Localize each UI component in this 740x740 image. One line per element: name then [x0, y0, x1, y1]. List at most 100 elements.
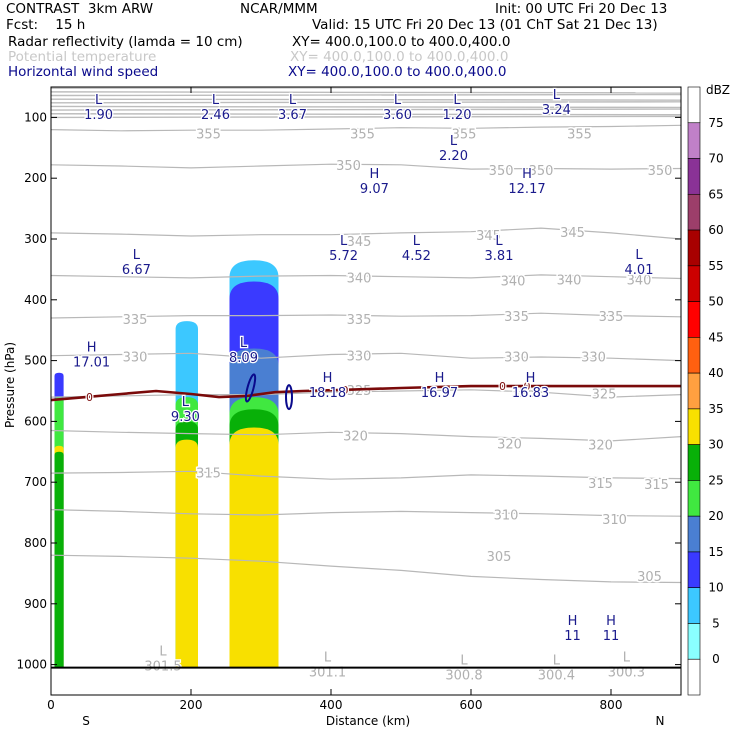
header-forecast: Fcst: 15 h	[6, 17, 86, 33]
colorbar-swatch	[687, 229, 701, 267]
y-tick-label: 300	[24, 232, 47, 246]
theta-contour-340	[50, 274, 682, 280]
theta-label: 330	[504, 351, 529, 366]
extremum-letter: H	[435, 371, 445, 386]
colorbar-title: dBZ	[706, 83, 730, 97]
y-tick-label: 1000	[16, 658, 47, 672]
extremum-value: 4.01	[625, 263, 654, 278]
extremum-value: 4.52	[402, 249, 431, 264]
extremum-value: 2.46	[201, 108, 230, 123]
theta-label: 340	[501, 275, 526, 290]
extremum-letter: L	[623, 651, 631, 666]
reflectivity-cell-1-30dbz	[175, 439, 198, 668]
colorbar-label: 40	[708, 366, 723, 380]
theta-label: 315	[588, 477, 613, 492]
theta-label: 350	[336, 159, 361, 174]
theta-band-line	[50, 101, 682, 104]
header-init: Init: 00 UTC Fri 20 Dec 13	[495, 1, 668, 17]
colorbar-label: 70	[708, 152, 723, 166]
extremum-value: 301.1	[309, 666, 346, 681]
colorbar-swatch	[687, 193, 701, 231]
extremum-value: 16.97	[421, 386, 458, 401]
colorbar-label: 35	[708, 402, 723, 416]
colorbar-label: 5	[712, 616, 720, 630]
colorbar-label: 15	[708, 545, 723, 559]
extremum-value: 3.81	[485, 249, 514, 264]
extremum-value: 5.72	[329, 249, 358, 264]
extremum-value: 1.90	[84, 108, 113, 123]
colorbar-label: 75	[708, 116, 723, 130]
theta-label: 355	[350, 127, 375, 142]
extremum-letter: H	[323, 371, 333, 386]
colorbar-swatch	[687, 551, 701, 589]
theta-contour-350	[50, 163, 682, 170]
extremum-letter: L	[413, 234, 421, 249]
theta-band-line	[50, 105, 682, 109]
y-tick-label: 200	[24, 171, 47, 185]
header-valid: Valid: 15 UTC Fri 20 Dec 13 (01 ChT Sat …	[312, 17, 658, 33]
wind-contour-ring	[244, 373, 257, 403]
theta-label: 325	[347, 384, 372, 399]
x-end-label-left: S	[82, 714, 90, 728]
colorbar-swatch	[687, 122, 701, 159]
extremum-letter: H	[87, 340, 97, 355]
theta-label: 310	[494, 509, 519, 524]
extremum-value: 2.20	[439, 149, 468, 164]
colorbar-swatch	[687, 265, 701, 302]
colorbar-swatch	[687, 408, 701, 445]
extremum-letter: L	[453, 93, 461, 108]
extremum-value: 300.3	[608, 666, 645, 681]
theta-label: 350	[529, 164, 554, 179]
colorbar-label: 25	[708, 473, 723, 487]
zero-isotherm-label: 0	[524, 380, 531, 393]
theta-band-line	[50, 115, 682, 119]
extremum-value: 300.4	[538, 669, 575, 684]
x-tick-label: 400	[320, 698, 343, 712]
theta-label: 315	[196, 467, 221, 482]
theta-label: 340	[627, 273, 652, 288]
theta-label: 315	[644, 478, 669, 493]
extremum-value: 16.83	[512, 386, 549, 401]
theta-contour-330	[50, 352, 682, 362]
colorbar-label: 65	[708, 187, 723, 201]
colorbar-swatch	[687, 337, 701, 374]
field-wind-xy: XY= 400.0,100.0 to 400.0,400.0	[288, 64, 507, 80]
extremum-letter: H	[522, 167, 532, 182]
field-theta-name: Potential temperature	[8, 49, 157, 65]
field-theta-xy: XY= 400.0,100.0 to 400.0,400.0	[290, 49, 509, 65]
colorbar-swatch	[687, 372, 701, 410]
theta-label: 340	[347, 272, 372, 287]
theta-band-line	[50, 91, 682, 94]
header-title: CONTRAST 3km ARW	[6, 1, 154, 17]
y-tick-label: 100	[24, 110, 47, 124]
extremum-value: 9.07	[360, 182, 389, 197]
theta-contour-layer: 355 355 355 355 350 350 350 350 345 345 345 340 340 3…	[50, 86, 682, 587]
colorbar-swatch	[687, 623, 701, 660]
extremum-letter: L	[450, 134, 458, 149]
theta-label: 345	[476, 229, 501, 244]
theta-label: 320	[343, 430, 368, 445]
extremum-letter: L	[553, 654, 561, 669]
colorbar-swatch	[687, 515, 701, 553]
field-reflectivity-name: Radar reflectivity (lamda = 10 cm)	[8, 34, 243, 50]
theta-contour-345	[50, 227, 682, 240]
axes-layer: 100 200 300 400 500 600 700 800 900 1000 0 200 400 60…	[16, 86, 682, 712]
colorbar-swatch	[687, 480, 701, 517]
theta-contour-355	[50, 124, 682, 132]
extremum-value: 1.20	[443, 108, 472, 123]
colorbar-label: 45	[708, 330, 723, 344]
wind-speed-layer: L1.90L2.46L3.67L3.60L1.20L3.24L2.20H9.07…	[72, 87, 655, 685]
theta-contour-320	[50, 429, 682, 442]
extremum-value: 6.67	[122, 263, 151, 278]
extremum-letter: L	[553, 88, 561, 103]
zero-isotherm-layer: 0 0 0 0	[50, 379, 681, 405]
reflectivity-cell-0-25dbz	[54, 451, 64, 668]
extremum-letter: L	[212, 93, 220, 108]
theta-label: 335	[599, 310, 624, 325]
colorbar-swatch	[687, 444, 701, 481]
theta-contour-310	[50, 509, 682, 517]
colorbar-label: 0	[712, 652, 720, 666]
theta-label: 310	[602, 513, 627, 528]
colorbar-swatch	[687, 158, 701, 195]
